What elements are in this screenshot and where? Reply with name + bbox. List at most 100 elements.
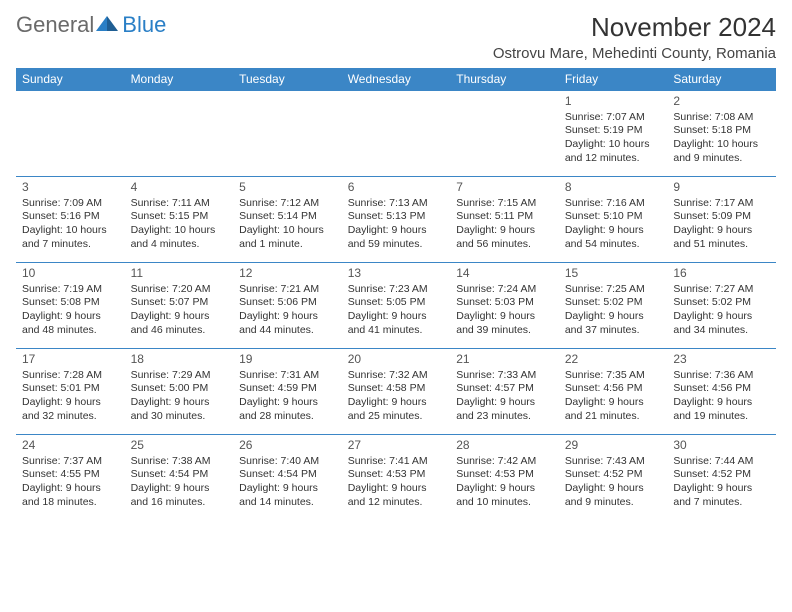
logo-text-general: General <box>16 12 94 38</box>
calendar-day: 3Sunrise: 7:09 AMSunset: 5:16 PMDaylight… <box>16 177 125 263</box>
day-info: Sunrise: 7:25 AMSunset: 5:02 PMDaylight:… <box>565 283 662 338</box>
day-header: Sunday <box>16 68 125 91</box>
day-number: 3 <box>22 180 119 196</box>
day-number: 28 <box>456 438 553 454</box>
day-info: Sunrise: 7:43 AMSunset: 4:52 PMDaylight:… <box>565 455 662 510</box>
day-info: Sunrise: 7:33 AMSunset: 4:57 PMDaylight:… <box>456 369 553 424</box>
calendar-day <box>16 91 125 177</box>
calendar-week: 10Sunrise: 7:19 AMSunset: 5:08 PMDayligh… <box>16 263 776 349</box>
calendar-week: 24Sunrise: 7:37 AMSunset: 4:55 PMDayligh… <box>16 435 776 521</box>
day-number: 20 <box>348 352 445 368</box>
day-number: 16 <box>673 266 770 282</box>
calendar-day <box>342 91 451 177</box>
calendar-head: SundayMondayTuesdayWednesdayThursdayFrid… <box>16 68 776 91</box>
calendar-day: 9Sunrise: 7:17 AMSunset: 5:09 PMDaylight… <box>667 177 776 263</box>
calendar-table: SundayMondayTuesdayWednesdayThursdayFrid… <box>16 68 776 521</box>
calendar-day: 17Sunrise: 7:28 AMSunset: 5:01 PMDayligh… <box>16 349 125 435</box>
day-number: 26 <box>239 438 336 454</box>
day-info: Sunrise: 7:37 AMSunset: 4:55 PMDaylight:… <box>22 455 119 510</box>
calendar-day: 20Sunrise: 7:32 AMSunset: 4:58 PMDayligh… <box>342 349 451 435</box>
calendar-week: 17Sunrise: 7:28 AMSunset: 5:01 PMDayligh… <box>16 349 776 435</box>
day-number: 21 <box>456 352 553 368</box>
day-number: 19 <box>239 352 336 368</box>
calendar-week: 1Sunrise: 7:07 AMSunset: 5:19 PMDaylight… <box>16 91 776 177</box>
day-number: 11 <box>131 266 228 282</box>
calendar-day: 5Sunrise: 7:12 AMSunset: 5:14 PMDaylight… <box>233 177 342 263</box>
day-number: 22 <box>565 352 662 368</box>
location: Ostrovu Mare, Mehedinti County, Romania <box>493 45 776 62</box>
day-info: Sunrise: 7:20 AMSunset: 5:07 PMDaylight:… <box>131 283 228 338</box>
day-number: 2 <box>673 94 770 110</box>
calendar-day: 27Sunrise: 7:41 AMSunset: 4:53 PMDayligh… <box>342 435 451 521</box>
day-info: Sunrise: 7:12 AMSunset: 5:14 PMDaylight:… <box>239 197 336 252</box>
day-info: Sunrise: 7:35 AMSunset: 4:56 PMDaylight:… <box>565 369 662 424</box>
day-info: Sunrise: 7:15 AMSunset: 5:11 PMDaylight:… <box>456 197 553 252</box>
calendar-day: 11Sunrise: 7:20 AMSunset: 5:07 PMDayligh… <box>125 263 234 349</box>
day-info: Sunrise: 7:29 AMSunset: 5:00 PMDaylight:… <box>131 369 228 424</box>
day-header: Monday <box>125 68 234 91</box>
day-info: Sunrise: 7:41 AMSunset: 4:53 PMDaylight:… <box>348 455 445 510</box>
calendar-body: 1Sunrise: 7:07 AMSunset: 5:19 PMDaylight… <box>16 91 776 521</box>
day-info: Sunrise: 7:07 AMSunset: 5:19 PMDaylight:… <box>565 111 662 166</box>
day-info: Sunrise: 7:42 AMSunset: 4:53 PMDaylight:… <box>456 455 553 510</box>
day-info: Sunrise: 7:32 AMSunset: 4:58 PMDaylight:… <box>348 369 445 424</box>
calendar-day: 30Sunrise: 7:44 AMSunset: 4:52 PMDayligh… <box>667 435 776 521</box>
day-number: 4 <box>131 180 228 196</box>
day-number: 9 <box>673 180 770 196</box>
day-number: 7 <box>456 180 553 196</box>
calendar-day: 1Sunrise: 7:07 AMSunset: 5:19 PMDaylight… <box>559 91 668 177</box>
calendar-day: 13Sunrise: 7:23 AMSunset: 5:05 PMDayligh… <box>342 263 451 349</box>
day-number: 5 <box>239 180 336 196</box>
calendar-day: 7Sunrise: 7:15 AMSunset: 5:11 PMDaylight… <box>450 177 559 263</box>
day-header: Wednesday <box>342 68 451 91</box>
day-number: 18 <box>131 352 228 368</box>
day-info: Sunrise: 7:13 AMSunset: 5:13 PMDaylight:… <box>348 197 445 252</box>
day-info: Sunrise: 7:24 AMSunset: 5:03 PMDaylight:… <box>456 283 553 338</box>
day-number: 24 <box>22 438 119 454</box>
day-info: Sunrise: 7:27 AMSunset: 5:02 PMDaylight:… <box>673 283 770 338</box>
header: General Blue November 2024 Ostrovu Mare,… <box>16 12 776 62</box>
calendar-day: 16Sunrise: 7:27 AMSunset: 5:02 PMDayligh… <box>667 263 776 349</box>
calendar-day: 2Sunrise: 7:08 AMSunset: 5:18 PMDaylight… <box>667 91 776 177</box>
day-number: 12 <box>239 266 336 282</box>
day-number: 17 <box>22 352 119 368</box>
day-info: Sunrise: 7:44 AMSunset: 4:52 PMDaylight:… <box>673 455 770 510</box>
day-number: 14 <box>456 266 553 282</box>
day-number: 13 <box>348 266 445 282</box>
day-info: Sunrise: 7:23 AMSunset: 5:05 PMDaylight:… <box>348 283 445 338</box>
day-info: Sunrise: 7:28 AMSunset: 5:01 PMDaylight:… <box>22 369 119 424</box>
day-number: 25 <box>131 438 228 454</box>
calendar-day: 28Sunrise: 7:42 AMSunset: 4:53 PMDayligh… <box>450 435 559 521</box>
calendar-day: 24Sunrise: 7:37 AMSunset: 4:55 PMDayligh… <box>16 435 125 521</box>
calendar-day: 10Sunrise: 7:19 AMSunset: 5:08 PMDayligh… <box>16 263 125 349</box>
calendar-day: 18Sunrise: 7:29 AMSunset: 5:00 PMDayligh… <box>125 349 234 435</box>
day-number: 1 <box>565 94 662 110</box>
calendar-day: 15Sunrise: 7:25 AMSunset: 5:02 PMDayligh… <box>559 263 668 349</box>
triangle-icon <box>96 12 118 38</box>
day-header: Thursday <box>450 68 559 91</box>
day-info: Sunrise: 7:38 AMSunset: 4:54 PMDaylight:… <box>131 455 228 510</box>
calendar-day <box>450 91 559 177</box>
month-title: November 2024 <box>493 12 776 43</box>
logo-text-blue: Blue <box>122 12 166 38</box>
day-info: Sunrise: 7:08 AMSunset: 5:18 PMDaylight:… <box>673 111 770 166</box>
day-number: 30 <box>673 438 770 454</box>
day-number: 27 <box>348 438 445 454</box>
day-info: Sunrise: 7:11 AMSunset: 5:15 PMDaylight:… <box>131 197 228 252</box>
day-number: 10 <box>22 266 119 282</box>
day-info: Sunrise: 7:09 AMSunset: 5:16 PMDaylight:… <box>22 197 119 252</box>
day-header: Tuesday <box>233 68 342 91</box>
day-info: Sunrise: 7:36 AMSunset: 4:56 PMDaylight:… <box>673 369 770 424</box>
day-number: 8 <box>565 180 662 196</box>
calendar-day: 6Sunrise: 7:13 AMSunset: 5:13 PMDaylight… <box>342 177 451 263</box>
day-header: Friday <box>559 68 668 91</box>
day-header: Saturday <box>667 68 776 91</box>
logo: General Blue <box>16 12 166 38</box>
calendar-day: 25Sunrise: 7:38 AMSunset: 4:54 PMDayligh… <box>125 435 234 521</box>
day-number: 6 <box>348 180 445 196</box>
calendar-day <box>125 91 234 177</box>
day-info: Sunrise: 7:19 AMSunset: 5:08 PMDaylight:… <box>22 283 119 338</box>
day-info: Sunrise: 7:31 AMSunset: 4:59 PMDaylight:… <box>239 369 336 424</box>
day-number: 29 <box>565 438 662 454</box>
calendar-day <box>233 91 342 177</box>
